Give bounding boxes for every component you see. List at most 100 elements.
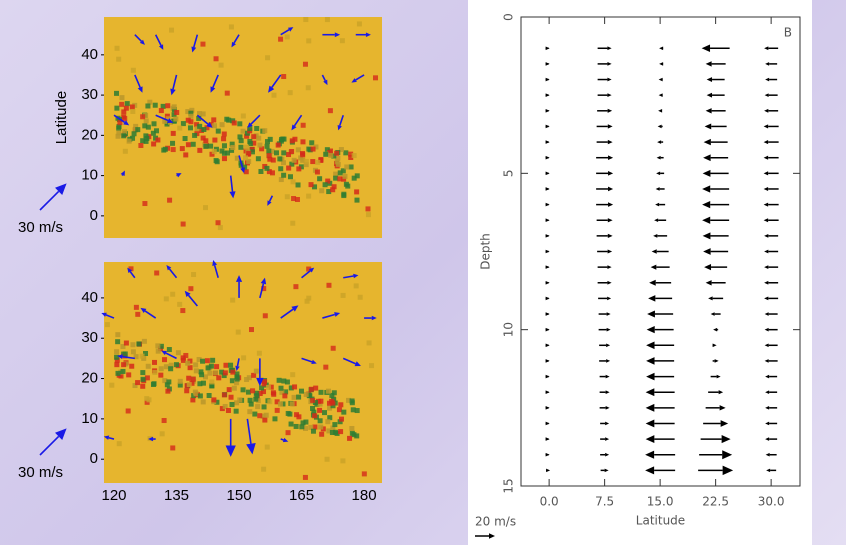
map-texture bbox=[198, 393, 203, 398]
x-tick-label: 165 bbox=[289, 487, 314, 504]
map-texture bbox=[211, 117, 216, 122]
map-texture bbox=[287, 412, 292, 417]
map-texture bbox=[289, 149, 294, 154]
map-texture bbox=[328, 108, 333, 113]
scale-label: 30 m/s bbox=[18, 464, 63, 481]
map-texture bbox=[248, 398, 253, 403]
map-texture bbox=[184, 388, 189, 393]
map-texture bbox=[355, 173, 360, 178]
map-texture bbox=[167, 198, 172, 203]
map-texture bbox=[188, 286, 193, 291]
map-texture bbox=[267, 153, 272, 158]
map-texture bbox=[159, 108, 164, 113]
map-texture bbox=[318, 390, 323, 395]
map-texture bbox=[120, 369, 125, 374]
map-texture bbox=[338, 402, 343, 407]
map-texture bbox=[332, 184, 337, 189]
map-texture bbox=[166, 379, 171, 384]
map-texture bbox=[291, 179, 296, 184]
map-texture bbox=[126, 372, 131, 377]
map-texture bbox=[214, 158, 219, 163]
map-texture bbox=[339, 417, 344, 422]
map-texture bbox=[303, 475, 308, 480]
map-texture bbox=[304, 159, 309, 164]
map-texture bbox=[193, 362, 198, 367]
map-texture bbox=[325, 419, 330, 424]
map-texture bbox=[140, 114, 145, 119]
map-texture bbox=[123, 149, 128, 154]
map-texture bbox=[241, 113, 246, 118]
map-texture bbox=[267, 399, 272, 404]
map-texture bbox=[230, 145, 235, 150]
map-texture bbox=[325, 17, 330, 22]
map-texture bbox=[109, 383, 114, 388]
map-texture bbox=[332, 422, 337, 427]
map-texture bbox=[207, 371, 212, 376]
map-texture bbox=[114, 91, 119, 96]
arrow bbox=[40, 428, 67, 455]
map-texture bbox=[341, 410, 346, 415]
map-texture bbox=[281, 74, 286, 79]
map-texture bbox=[349, 164, 354, 169]
map-texture bbox=[167, 347, 172, 352]
map-texture bbox=[337, 176, 342, 181]
map-texture bbox=[243, 155, 248, 160]
map-texture bbox=[290, 221, 295, 226]
map-texture bbox=[141, 377, 146, 382]
map-texture bbox=[301, 123, 306, 128]
map-texture bbox=[219, 63, 224, 68]
map-texture bbox=[234, 409, 239, 414]
map-texture bbox=[190, 397, 195, 402]
map-texture bbox=[170, 292, 175, 297]
map-texture bbox=[354, 198, 359, 203]
map-texture bbox=[285, 194, 290, 199]
map-texture bbox=[294, 424, 299, 429]
map-texture bbox=[317, 408, 322, 413]
map-texture bbox=[334, 151, 339, 156]
map-texture bbox=[343, 150, 348, 155]
map-texture bbox=[241, 387, 246, 392]
map-texture bbox=[344, 164, 349, 169]
map-texture bbox=[121, 133, 126, 138]
y-tick-label: 5 bbox=[502, 170, 516, 178]
map-texture bbox=[129, 364, 134, 369]
map-texture bbox=[165, 103, 170, 108]
map-texture bbox=[306, 38, 311, 43]
map-texture bbox=[183, 353, 188, 358]
map-texture bbox=[294, 412, 299, 417]
x-tick-label: 30.0 bbox=[758, 495, 785, 509]
map-texture bbox=[171, 147, 176, 152]
map-texture bbox=[183, 136, 188, 141]
map-texture bbox=[309, 387, 314, 392]
map-texture bbox=[144, 139, 149, 144]
map-texture bbox=[323, 152, 328, 157]
map-texture bbox=[130, 104, 135, 109]
map-texture bbox=[147, 397, 152, 402]
map-texture bbox=[271, 392, 276, 397]
map-texture bbox=[340, 458, 345, 463]
map-texture bbox=[121, 362, 126, 367]
scale-label: 30 m/s bbox=[18, 219, 63, 236]
map-texture bbox=[114, 362, 119, 367]
y-axis-label: Latitude bbox=[53, 91, 70, 144]
map-texture bbox=[265, 144, 270, 149]
map-texture bbox=[274, 150, 279, 155]
y-tick-label: 0 bbox=[502, 13, 516, 21]
x-tick-label: 15.0 bbox=[647, 495, 674, 509]
map-texture bbox=[170, 445, 175, 450]
map-texture bbox=[186, 142, 191, 147]
map-texture bbox=[276, 143, 281, 148]
map-texture bbox=[241, 355, 246, 360]
map-texture bbox=[158, 373, 163, 378]
map-texture bbox=[285, 379, 290, 384]
map-texture bbox=[257, 413, 262, 418]
map-texture bbox=[265, 139, 270, 144]
map-texture bbox=[165, 389, 170, 394]
map-texture bbox=[152, 370, 157, 375]
map-texture bbox=[188, 365, 193, 370]
map-texture bbox=[119, 95, 124, 100]
map-texture bbox=[305, 299, 310, 304]
map-texture bbox=[295, 197, 300, 202]
map-texture bbox=[115, 371, 120, 376]
map-texture bbox=[261, 467, 266, 472]
